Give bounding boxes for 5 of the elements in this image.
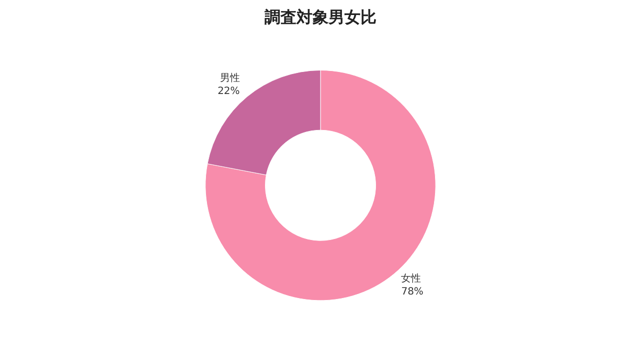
- slice-label: 男性: [220, 72, 240, 84]
- data-label: 78%: [401, 286, 424, 298]
- slice-label: 女性: [401, 272, 422, 285]
- data-label: 22%: [218, 86, 240, 98]
- chart-title: 調査対象男女比: [264, 8, 376, 26]
